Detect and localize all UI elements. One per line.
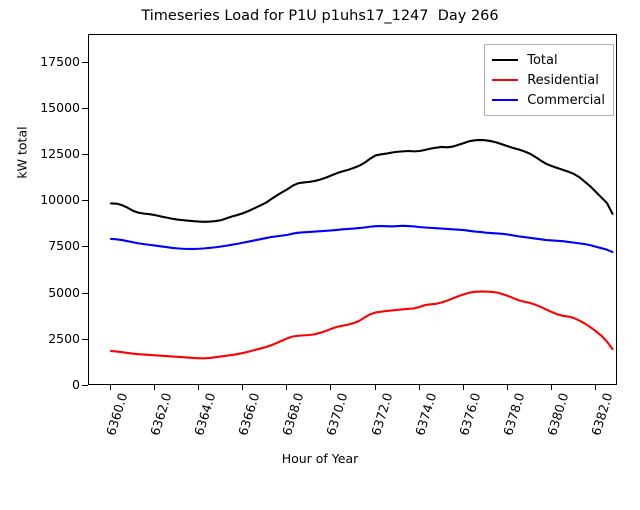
series-line-commercial: [109, 224, 614, 254]
x-tick-mark: [550, 385, 552, 390]
y-tick-mark: [82, 154, 88, 156]
x-tick-mark: [594, 385, 596, 390]
y-tick-mark: [82, 246, 88, 248]
legend-label: Residential: [527, 72, 599, 88]
y-tick-mark: [82, 338, 88, 340]
y-tick-mark: [82, 292, 88, 294]
x-tick-mark: [198, 385, 200, 390]
y-tick-mark: [82, 61, 88, 63]
x-tick-mark: [110, 385, 112, 390]
chart-title: Timeseries Load for P1U p1uhs17_1247 Day…: [141, 8, 499, 24]
y-tick-label: 15000: [40, 99, 80, 115]
y-tick-label: 0: [72, 377, 80, 392]
legend-swatch-icon: [492, 59, 519, 61]
y-tick-label: 12500: [40, 146, 80, 162]
legend-item-residential[interactable]: Residential: [492, 70, 605, 90]
legend-item-commercial[interactable]: Commercial: [492, 90, 605, 110]
chart-legend: Total Residential Commercial: [484, 44, 614, 116]
legend-swatch-icon: [492, 79, 519, 81]
legend-item-total[interactable]: Total: [492, 50, 605, 70]
y-tick-label: 5000: [48, 284, 80, 300]
x-tick-mark: [506, 385, 508, 390]
chart-figure: Timeseries Load for P1U p1uhs17_1247 Day…: [15, 8, 617, 466]
x-axis-label: Hour of Year: [281, 451, 359, 466]
series-line-total: [109, 138, 614, 223]
x-tick-mark: [286, 385, 288, 390]
y-tick-label: 2500: [48, 330, 80, 346]
y-tick-mark: [82, 385, 88, 386]
plot-lines: [109, 138, 614, 360]
x-tick-mark: [374, 385, 376, 390]
legend-swatch-icon: [492, 99, 519, 101]
x-tick-mark: [154, 385, 156, 390]
y-tick-mark: [82, 200, 88, 202]
y-tick-label: 10000: [40, 192, 80, 208]
y-tick-label: 17500: [40, 53, 80, 69]
x-tick-mark: [242, 385, 244, 390]
legend-label: Commercial: [527, 92, 605, 108]
y-tick-mark: [82, 107, 88, 109]
x-tick-mark: [418, 385, 420, 390]
x-tick-mark: [462, 385, 464, 390]
legend-label: Total: [527, 52, 558, 68]
y-tick-label: 7500: [48, 238, 80, 254]
series-line-residential: [109, 290, 614, 360]
x-tick-mark: [330, 385, 332, 390]
